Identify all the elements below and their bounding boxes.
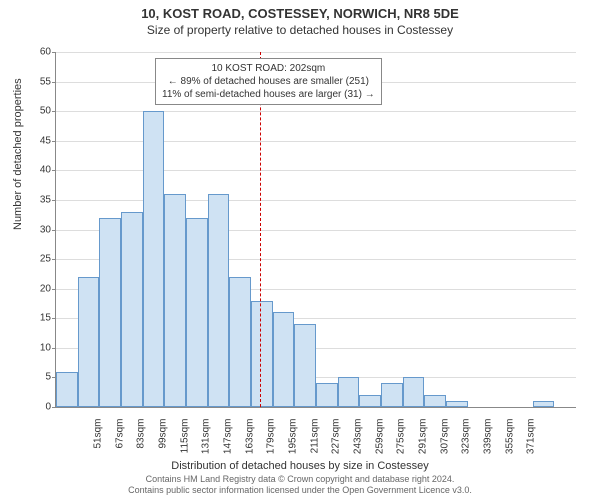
annotation-line: 10 KOST ROAD: 202sqm: [162, 62, 375, 75]
histogram-bar: [78, 277, 100, 407]
histogram-bar: [316, 383, 338, 407]
x-tick-label: 259sqm: [374, 419, 385, 463]
histogram-bar: [533, 401, 555, 407]
y-tick-label: 5: [26, 372, 51, 383]
y-tick-label: 45: [26, 135, 51, 146]
x-tick-label: 51sqm: [93, 419, 104, 463]
x-tick-label: 195sqm: [288, 419, 299, 463]
histogram-bar: [208, 194, 230, 407]
histogram-bar: [424, 395, 446, 407]
histogram-bar: [121, 212, 143, 407]
page-subtitle: Size of property relative to detached ho…: [0, 21, 600, 37]
x-tick-label: 355sqm: [504, 419, 515, 463]
histogram-bar: [186, 218, 208, 407]
histogram-bar: [403, 377, 425, 407]
y-axis-label: Number of detached properties: [12, 78, 24, 230]
x-tick-label: 115sqm: [179, 419, 190, 463]
y-tick-label: 40: [26, 165, 51, 176]
y-tick-label: 50: [26, 106, 51, 117]
x-tick-label: 243sqm: [353, 419, 364, 463]
grid-line: [56, 52, 576, 53]
y-tick-label: 25: [26, 254, 51, 265]
y-tick-label: 0: [26, 402, 51, 413]
y-tick-label: 20: [26, 283, 51, 294]
x-tick-label: 275sqm: [396, 419, 407, 463]
annotation-box: 10 KOST ROAD: 202sqm ← 89% of detached h…: [155, 58, 382, 105]
x-tick-label: 163sqm: [244, 419, 255, 463]
annotation-line: 11% of semi-detached houses are larger (…: [162, 88, 375, 101]
histogram-bar: [56, 372, 78, 408]
histogram-bar: [164, 194, 186, 407]
x-tick-label: 339sqm: [483, 419, 494, 463]
annotation-line: ← 89% of detached houses are smaller (25…: [162, 75, 375, 88]
x-tick-label: 131sqm: [201, 419, 212, 463]
histogram-bar: [99, 218, 121, 407]
histogram-bar: [338, 377, 360, 407]
page-title: 10, KOST ROAD, COSTESSEY, NORWICH, NR8 5…: [0, 0, 600, 21]
histogram-chart: 05101520253035404550556051sqm67sqm83sqm9…: [55, 52, 575, 407]
grid-line: [56, 141, 576, 142]
y-tick-label: 35: [26, 194, 51, 205]
x-tick-label: 99sqm: [158, 419, 169, 463]
grid-line: [56, 200, 576, 201]
histogram-bar: [359, 395, 381, 407]
histogram-bar: [446, 401, 468, 407]
x-tick-label: 323sqm: [461, 419, 472, 463]
histogram-bar: [381, 383, 403, 407]
y-tick-label: 10: [26, 342, 51, 353]
y-tick-label: 55: [26, 76, 51, 87]
footer-line: Contains HM Land Registry data © Crown c…: [0, 474, 600, 485]
x-axis-label: Distribution of detached houses by size …: [0, 460, 600, 472]
y-tick-label: 30: [26, 224, 51, 235]
histogram-bar: [143, 111, 165, 407]
x-tick-label: 227sqm: [331, 419, 342, 463]
x-tick-label: 67sqm: [114, 419, 125, 463]
x-tick-label: 211sqm: [309, 419, 320, 463]
footer-attribution: Contains HM Land Registry data © Crown c…: [0, 474, 600, 496]
x-tick-label: 179sqm: [266, 419, 277, 463]
y-tick-label: 60: [26, 47, 51, 58]
histogram-bar: [229, 277, 251, 407]
grid-line: [56, 170, 576, 171]
marker-line: [260, 52, 261, 407]
histogram-bar: [273, 312, 295, 407]
x-tick-label: 371sqm: [526, 419, 537, 463]
grid-line: [56, 111, 576, 112]
footer-line: Contains public sector information licen…: [0, 485, 600, 496]
histogram-bar: [294, 324, 316, 407]
x-tick-label: 291sqm: [418, 419, 429, 463]
x-tick-label: 307sqm: [439, 419, 450, 463]
y-tick-label: 15: [26, 313, 51, 324]
histogram-bar: [251, 301, 273, 408]
x-tick-label: 83sqm: [136, 419, 147, 463]
x-tick-label: 147sqm: [223, 419, 234, 463]
